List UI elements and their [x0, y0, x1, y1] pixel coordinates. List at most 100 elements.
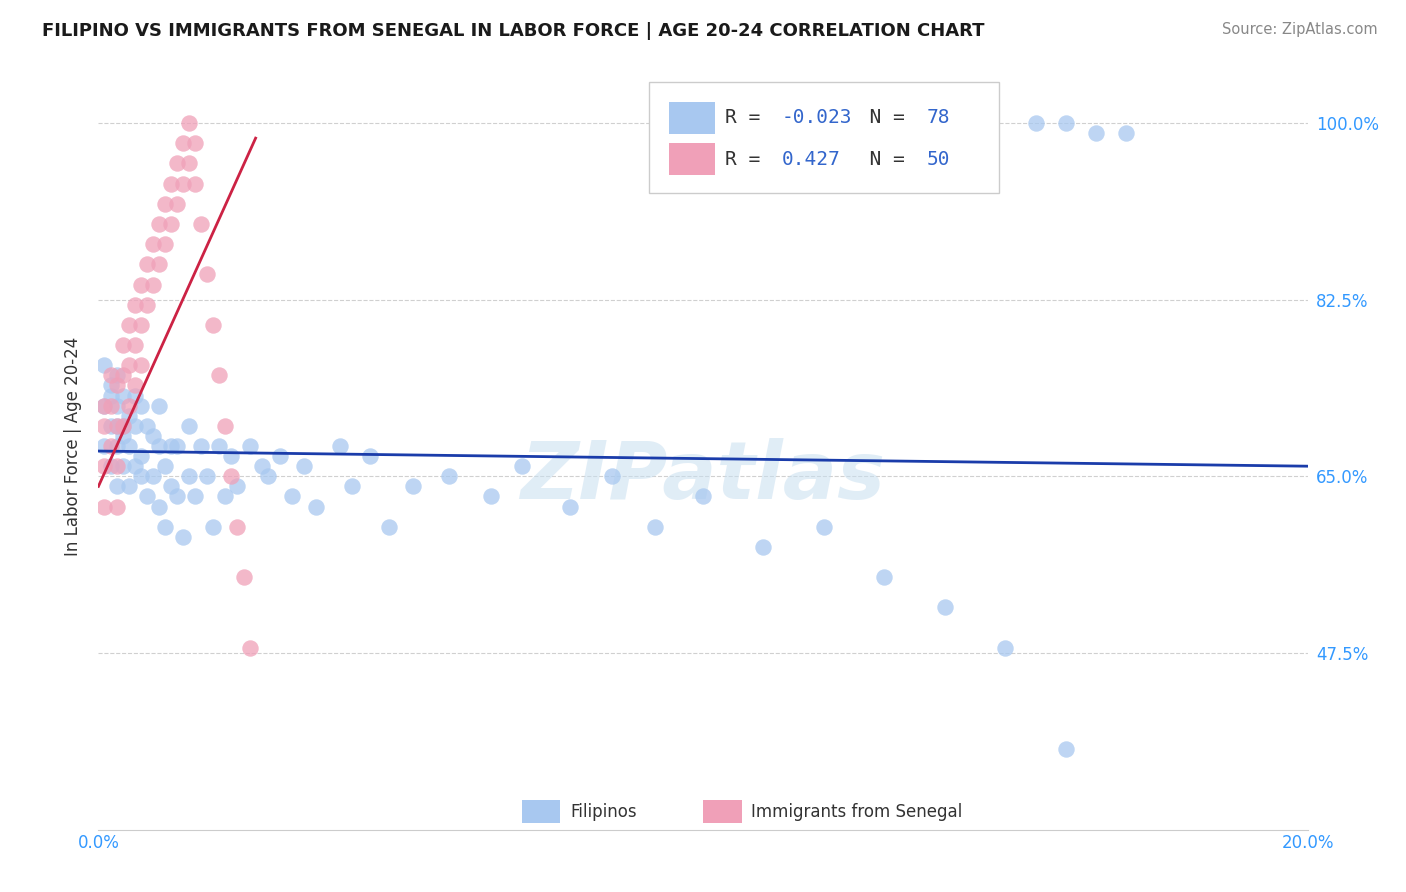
Point — [214, 418, 236, 433]
Point — [105, 459, 128, 474]
Point — [329, 439, 352, 453]
Point — [148, 500, 170, 514]
Point — [105, 479, 128, 493]
Text: -0.023: -0.023 — [782, 108, 852, 128]
Text: R =: R = — [724, 108, 772, 128]
Point — [1085, 126, 1108, 140]
Point — [644, 520, 666, 534]
Point — [153, 237, 176, 252]
Point — [118, 479, 141, 493]
Point — [142, 237, 165, 252]
Point — [166, 196, 188, 211]
Text: Immigrants from Senegal: Immigrants from Senegal — [751, 803, 963, 821]
Point — [148, 439, 170, 453]
Point — [1054, 741, 1077, 756]
Point — [226, 479, 249, 493]
Point — [129, 358, 152, 372]
Point — [232, 570, 254, 584]
Point — [160, 177, 183, 191]
Point — [135, 418, 157, 433]
Point — [93, 358, 115, 372]
Point — [226, 520, 249, 534]
Point — [179, 418, 201, 433]
Point — [93, 399, 115, 413]
Point — [124, 388, 146, 402]
Point — [873, 570, 896, 584]
Point — [752, 540, 775, 554]
Point — [602, 469, 624, 483]
Point — [93, 459, 115, 474]
Point — [100, 368, 122, 383]
Point — [1115, 126, 1137, 140]
Point — [221, 449, 243, 463]
Point — [93, 418, 115, 433]
Point — [813, 520, 835, 534]
Text: R =: R = — [724, 150, 783, 169]
Point — [179, 116, 201, 130]
Point — [100, 439, 122, 453]
Point — [402, 479, 425, 493]
Point — [111, 338, 134, 352]
Point — [142, 469, 165, 483]
Point — [202, 520, 225, 534]
Text: ZIPatlas: ZIPatlas — [520, 438, 886, 516]
Text: Filipinos: Filipinos — [569, 803, 637, 821]
Point — [148, 217, 170, 231]
FancyBboxPatch shape — [703, 800, 742, 823]
Point — [269, 449, 291, 463]
Point — [208, 439, 231, 453]
Point — [93, 439, 115, 453]
Point — [100, 399, 122, 413]
Point — [377, 520, 399, 534]
Point — [142, 277, 165, 292]
Point — [195, 469, 218, 483]
Point — [129, 318, 152, 332]
Point — [111, 368, 134, 383]
Point — [111, 429, 134, 443]
Point — [118, 399, 141, 413]
Point — [124, 459, 146, 474]
Point — [100, 378, 122, 392]
Point — [129, 277, 152, 292]
Point — [135, 298, 157, 312]
Point — [214, 490, 236, 504]
Point — [250, 459, 273, 474]
Point — [208, 368, 231, 383]
Text: N =: N = — [845, 108, 917, 128]
Point — [100, 459, 122, 474]
Point — [105, 378, 128, 392]
Point — [129, 469, 152, 483]
Point — [111, 388, 134, 402]
Point — [111, 418, 134, 433]
Point — [166, 490, 188, 504]
Point — [105, 418, 128, 433]
Point — [160, 439, 183, 453]
Point — [184, 177, 207, 191]
Point — [172, 177, 194, 191]
Point — [148, 257, 170, 271]
Point — [105, 418, 128, 433]
Point — [118, 358, 141, 372]
Point — [166, 439, 188, 453]
FancyBboxPatch shape — [669, 102, 716, 134]
Point — [111, 459, 134, 474]
Point — [105, 439, 128, 453]
Point — [129, 449, 152, 463]
Point — [100, 388, 122, 402]
Point — [172, 530, 194, 544]
Point — [100, 418, 122, 433]
Point — [1054, 116, 1077, 130]
Y-axis label: In Labor Force | Age 20-24: In Labor Force | Age 20-24 — [65, 336, 83, 556]
Point — [153, 459, 176, 474]
Point — [172, 136, 194, 151]
Text: 78: 78 — [927, 108, 950, 128]
Point — [179, 469, 201, 483]
Point — [105, 399, 128, 413]
Point — [153, 520, 176, 534]
Point — [148, 399, 170, 413]
Point — [692, 490, 714, 504]
Point — [135, 257, 157, 271]
Point — [124, 378, 146, 392]
Point — [118, 409, 141, 423]
Point — [124, 338, 146, 352]
